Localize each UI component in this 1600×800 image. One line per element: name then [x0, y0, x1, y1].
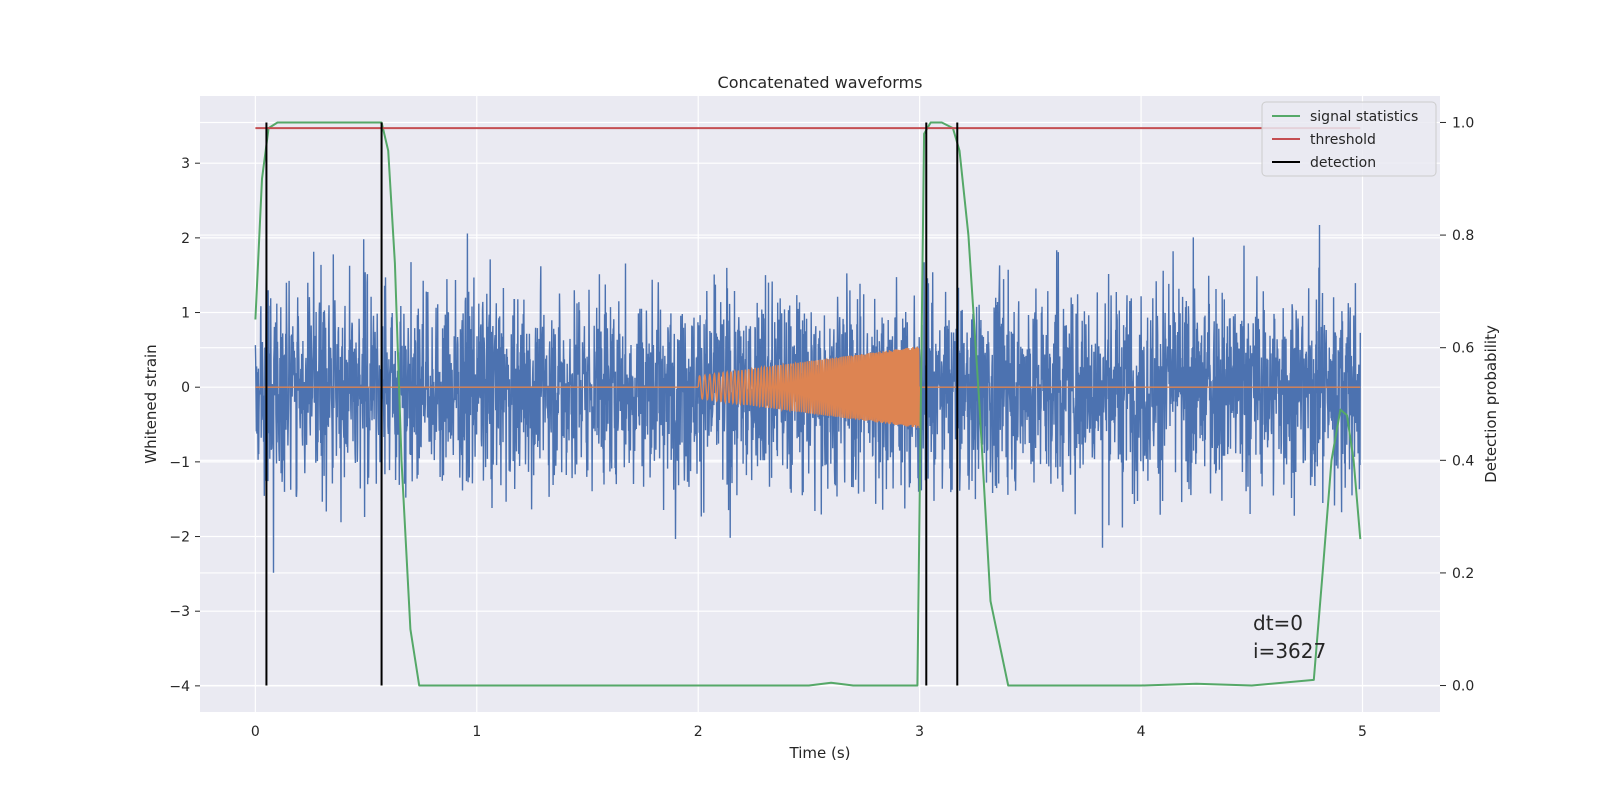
strain-series — [254, 224, 1361, 573]
legend-label-signal-statistics: signal statistics — [1310, 109, 1418, 125]
y-tick-label: −2 — [169, 530, 190, 546]
x-axis-label: Time (s) — [789, 744, 851, 762]
detection-series — [265, 122, 959, 686]
annotation-index: i=3627 — [1253, 639, 1326, 663]
y2-tick-label: 0.2 — [1452, 566, 1474, 582]
y-tick-label: −4 — [169, 679, 190, 695]
annotation-dt: dt=0 — [1253, 611, 1303, 635]
y-tick-label: 0 — [181, 380, 190, 396]
x-tick-label: 5 — [1358, 724, 1367, 740]
y2-axis-label: Detection probability — [1482, 325, 1500, 483]
template-series — [255, 346, 1361, 429]
legend-box — [1261, 101, 1437, 177]
legend: signal statistics threshold detection — [1261, 101, 1437, 177]
y2-tick-label: 0.0 — [1452, 679, 1474, 695]
y-tick-label: −1 — [169, 455, 190, 471]
y2-tick-label: 0.4 — [1452, 453, 1474, 469]
y-tick-label: 3 — [181, 156, 190, 172]
x-tick-label: 3 — [915, 724, 924, 740]
y-tick-label: −3 — [169, 604, 190, 620]
y-axis-ticks: −4 −3 −2 −1 0 1 2 3 — [169, 156, 200, 695]
y2-axis-ticks: 0.0 0.2 0.4 0.6 0.8 1.0 — [1440, 115, 1474, 695]
legend-label-detection: detection — [1310, 155, 1376, 171]
strain-line — [254, 224, 1361, 573]
y-axis-label: Whitened strain — [142, 344, 160, 463]
x-axis-ticks: 0 1 2 3 4 5 — [251, 724, 1367, 740]
y-tick-label: 1 — [181, 306, 190, 322]
y2-tick-label: 0.6 — [1452, 341, 1474, 357]
signal-statistics-line — [254, 121, 1362, 687]
y-tick-label: 2 — [181, 231, 190, 247]
signal-statistics-series — [254, 121, 1362, 687]
template-line — [255, 346, 1361, 429]
x-tick-label: 0 — [251, 724, 260, 740]
x-tick-label: 2 — [694, 724, 703, 740]
legend-label-threshold: threshold — [1310, 132, 1376, 148]
chart-title: Concatenated waveforms — [718, 73, 923, 92]
x-tick-label: 1 — [472, 724, 481, 740]
y2-tick-label: 1.0 — [1452, 115, 1474, 131]
y2-tick-label: 0.8 — [1452, 228, 1474, 244]
x-tick-label: 4 — [1137, 724, 1146, 740]
